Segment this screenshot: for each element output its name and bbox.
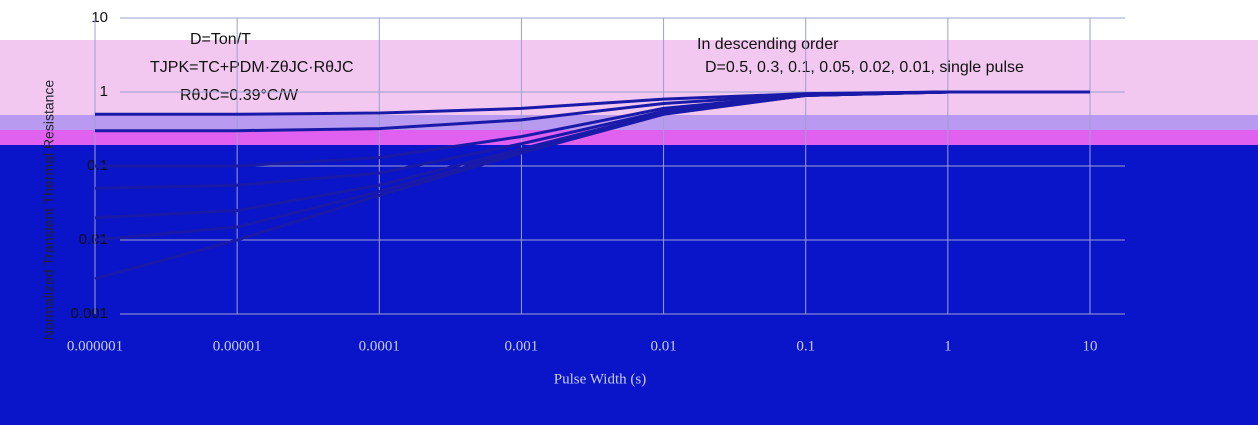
- annotation: RθJC=0.39°C/W: [180, 87, 299, 104]
- y-tick-label: 0.001: [70, 305, 108, 322]
- y-tick-label: 1: [100, 83, 108, 100]
- chart: D=Ton/T TJPK=TC+PDM·ZθJC·RθJC RθJC=0.39°…: [0, 0, 1258, 425]
- y-axis-label: Normalized Transient Thermal Resistance: [41, 80, 57, 341]
- x-tick-label: 0.001: [505, 338, 539, 354]
- x-tick-label: 0.000001: [67, 338, 123, 354]
- annotation: In descending order: [697, 36, 839, 53]
- annotation: TJPK=TC+PDM·ZθJC·RθJC: [150, 59, 354, 76]
- x-axis-label: Pulse Width (s): [554, 371, 646, 387]
- x-tick-label: 10: [1083, 338, 1098, 354]
- x-tick-label: 1: [944, 338, 952, 354]
- band-magenta: [0, 130, 1258, 145]
- x-tick-label: 0.1: [796, 338, 815, 354]
- x-tick-label: 0.00001: [213, 338, 262, 354]
- y-tick-label: 10: [91, 9, 108, 26]
- x-tick-label: 0.0001: [359, 338, 400, 354]
- annotation: D=Ton/T: [190, 31, 251, 48]
- annotation: D=0.5, 0.3, 0.1, 0.05, 0.02, 0.01, singl…: [705, 59, 1024, 76]
- x-tick-label: 0.01: [650, 338, 676, 354]
